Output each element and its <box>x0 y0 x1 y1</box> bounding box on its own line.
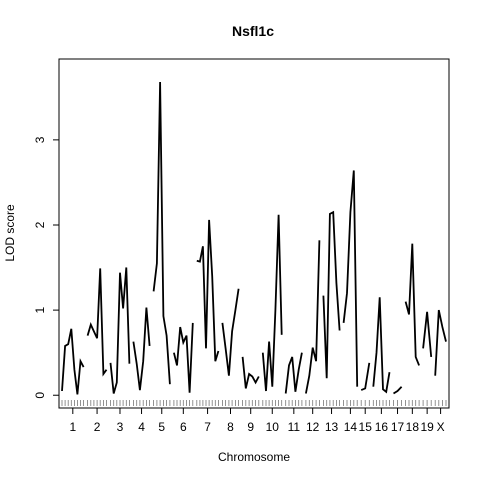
x-tick-label-chr-14: 14 <box>344 420 358 434</box>
x-tick-label-chr-17: 17 <box>391 420 405 434</box>
plot-frame <box>58 58 450 409</box>
lod-curve-chr-8 <box>221 288 240 376</box>
x-tick-label-chr-8: 8 <box>227 420 234 434</box>
chart-title: Nsfl1c <box>232 23 274 39</box>
lod-curve-chr-5 <box>152 81 171 385</box>
lod-curve-chr-7 <box>196 219 220 362</box>
x-tick-label-chr-19: 19 <box>420 420 434 434</box>
x-tick-label-chr-X: X <box>437 420 445 434</box>
x-tick-label-chr-11: 11 <box>288 420 301 434</box>
lod-curve-chr-17 <box>393 386 403 395</box>
x-tick-label-chr-2: 2 <box>94 420 101 434</box>
x-tick-label-chr-3: 3 <box>117 420 124 434</box>
x-tick-label-chr-5: 5 <box>158 420 165 434</box>
x-axis: 1 2 3 4 5 6 7 8 9 10 11 12 13 14 15 16 17 18 19 X <box>69 408 445 434</box>
y-tick-label: 2 <box>33 221 47 228</box>
lod-curve-chr-18 <box>404 243 420 366</box>
lod-curve-chr-X <box>434 309 447 376</box>
lod-curve-chr-3 <box>109 267 131 394</box>
lod-curve-chr-16 <box>372 297 391 394</box>
lod-curve-chr-6 <box>173 322 194 393</box>
lod-curve-chr-15 <box>360 362 371 391</box>
lod-curve-chr-10 <box>261 214 283 392</box>
y-axis-label: LOD score <box>3 204 17 262</box>
lod-curve-chr-4 <box>132 307 151 391</box>
x-tick-label-chr-18: 18 <box>406 420 420 434</box>
lod-curve-chr-14 <box>342 170 359 387</box>
lod-curves <box>61 81 447 395</box>
x-tick-label-chr-15: 15 <box>359 420 373 434</box>
x-tick-label-chr-4: 4 <box>138 420 145 434</box>
y-tick-label: 0 <box>33 392 47 399</box>
lod-curve-chr-11 <box>284 352 303 394</box>
x-tick-label-chr-1: 1 <box>69 420 76 434</box>
lod-curve-chr-1 <box>61 328 85 395</box>
x-tick-label-chr-13: 13 <box>325 420 339 434</box>
x-tick-label-chr-12: 12 <box>306 420 320 434</box>
x-tick-label-chr-6: 6 <box>180 420 187 434</box>
x-tick-label-chr-9: 9 <box>247 420 254 434</box>
lod-curve-chr-12 <box>305 240 321 394</box>
y-tick-label: 1 <box>33 306 47 313</box>
lod-curve-chr-9 <box>241 356 260 389</box>
lod-curve-chr-19 <box>422 311 433 357</box>
lod-curve-chr-13 <box>322 210 341 379</box>
x-tick-label-chr-7: 7 <box>204 420 211 434</box>
x-axis-label: Chromosome <box>218 450 290 464</box>
lod-curve-chr-2 <box>86 268 108 377</box>
x-tick-label-chr-10: 10 <box>266 420 280 434</box>
marker-rug <box>61 400 447 406</box>
y-tick-label: 3 <box>33 136 47 143</box>
x-tick-label-chr-16: 16 <box>375 420 389 434</box>
y-axis: 0 1 2 3 <box>33 136 59 399</box>
